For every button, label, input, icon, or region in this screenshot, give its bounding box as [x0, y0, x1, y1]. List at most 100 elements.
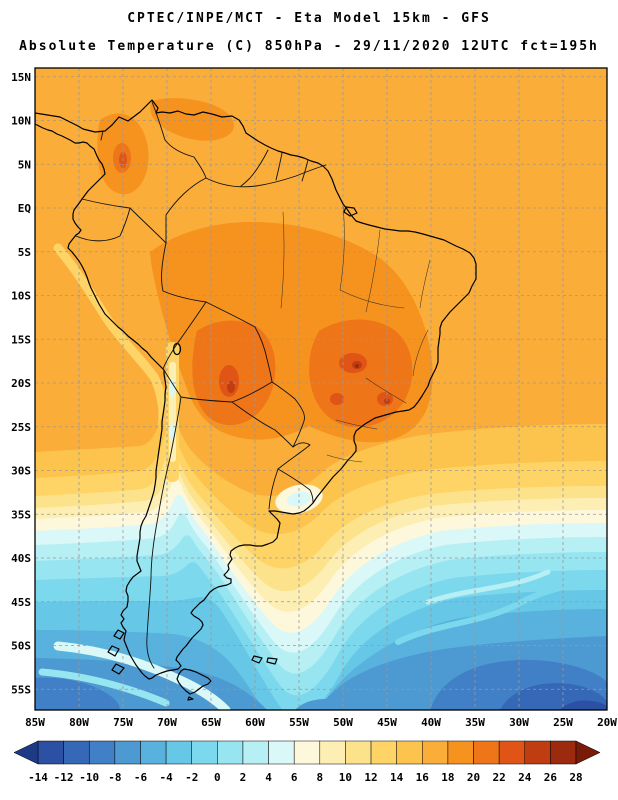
- border-venezuela-guyana: [240, 149, 269, 187]
- lat-label: 50S: [11, 640, 31, 653]
- colorbar-tick: 0: [214, 771, 221, 784]
- colorbar-right-arrow: [575, 740, 601, 765]
- colorbar-tick: 4: [265, 771, 272, 784]
- colorbar-cell: [396, 740, 423, 765]
- state-line: [339, 205, 345, 291]
- lat-label: 30S: [11, 465, 31, 478]
- colorbar-tick: 16: [416, 771, 430, 784]
- state-line: [339, 289, 405, 309]
- lat-label: 35S: [11, 508, 31, 521]
- temp-hotspot-max: [355, 364, 359, 368]
- colorbar-cell: [140, 740, 167, 765]
- colorbar-tick: 20: [467, 771, 480, 784]
- colorbar-cell: [319, 740, 346, 765]
- coastlines-and-borders: [35, 99, 477, 701]
- state-line: [365, 377, 407, 404]
- lon-label: 60W: [245, 716, 265, 729]
- border-uruguay-brazil: [277, 468, 314, 503]
- state-line: [419, 259, 431, 309]
- title-line2: Absolute Temperature (C) 850hPa - 29/11/…: [19, 39, 599, 54]
- border-peru-brazil: [161, 242, 207, 303]
- colorbar-cell: [345, 740, 372, 765]
- border-chile-argentina: [146, 396, 182, 669]
- colorbar-cell: [242, 740, 269, 765]
- lat-label: 45S: [11, 596, 31, 609]
- border-bolivia-paraguay: [231, 381, 273, 403]
- temp-hotspot: [219, 365, 239, 397]
- falkland-islands: [251, 655, 278, 665]
- border-colombia-peru: [129, 207, 167, 244]
- lat-label: 40S: [11, 552, 31, 565]
- colorbar-cell: [524, 740, 551, 765]
- south-america-coastline: [35, 99, 477, 680]
- cape-horn-islets: [187, 696, 194, 701]
- tierra-del-fuego: [176, 668, 212, 695]
- state-line: [335, 419, 378, 430]
- border-paraguay-brazil: [271, 381, 305, 448]
- lat-label: 10N: [11, 115, 31, 128]
- lat-label: 20S: [11, 377, 31, 390]
- colorbar-tick: 28: [569, 771, 582, 784]
- colorbar: -14 -12 -10 -8 -6 -4 -2 0 2 4 6 8 10 12 14 16 18 20 22 24 26…: [13, 740, 601, 784]
- colorbar-tick: 2: [240, 771, 247, 784]
- border-ecuador-peru: [75, 207, 131, 242]
- lon-label: 70W: [157, 716, 177, 729]
- border-colombia-venezuela: [151, 101, 207, 179]
- colorbar-cell: [498, 740, 526, 765]
- colorbar-left-arrow: [13, 740, 39, 765]
- colorbar-tick: 18: [441, 771, 454, 784]
- temp-filament-south-cyan: [38, 668, 170, 707]
- temp-andes-cold-spot: [169, 379, 175, 397]
- border-argentina-uruguay: [268, 468, 279, 510]
- temp-cold-blob-sw: [35, 677, 120, 710]
- colorbar-cell: [268, 740, 295, 765]
- colorbar-cell: [293, 740, 321, 765]
- colorbar-cell: [447, 740, 474, 765]
- lat-label: 55S: [11, 683, 31, 696]
- colorbar-tick: 10: [339, 771, 352, 784]
- border-panama-colombia: [100, 130, 104, 141]
- temp-hotspot-core: [384, 398, 390, 404]
- lon-label: 30W: [509, 716, 529, 729]
- border-colombia-brazil: [165, 177, 207, 244]
- lon-label: 45W: [377, 716, 397, 729]
- colorbar-tick: -14: [28, 771, 48, 784]
- lat-label: 5N: [18, 158, 31, 171]
- colorbar-cell: [473, 740, 500, 765]
- colorbar-tick: 26: [544, 771, 558, 784]
- lat-label: 15S: [11, 333, 31, 346]
- colorbar-tick: 6: [291, 771, 298, 784]
- state-borders: [280, 205, 431, 463]
- lat-label: 5S: [18, 246, 31, 259]
- colorbar-tick: 24: [518, 771, 532, 784]
- border-peru-bolivia: [162, 301, 207, 370]
- lon-label: 65W: [201, 716, 221, 729]
- lon-label: 75W: [113, 716, 133, 729]
- lat-label: 15N: [11, 71, 31, 84]
- chilean-archipelago: [107, 629, 125, 675]
- colorbar-tick: -6: [134, 771, 148, 784]
- colorbar-tick: 8: [316, 771, 323, 784]
- temp-filament-south-pale: [53, 641, 231, 710]
- temp-filament-atlantic-2: [425, 569, 551, 605]
- temp-hotspot: [330, 393, 344, 405]
- state-line: [280, 211, 285, 309]
- colorbar-cell: [550, 740, 577, 765]
- marajo-island: [343, 206, 358, 217]
- colorbar-tick: 14: [390, 771, 404, 784]
- lat-label: 10S: [11, 290, 31, 303]
- colorbar-cell: [191, 740, 218, 765]
- colorbar-cell: [88, 740, 116, 765]
- temp-cold-blob-s: [295, 698, 354, 710]
- colorbar-cell: [422, 740, 449, 765]
- border-suriname-guiana: [301, 159, 309, 182]
- border-colombia-ecuador: [81, 198, 131, 209]
- colorbar-tick: -4: [159, 771, 173, 784]
- state-line: [365, 229, 381, 313]
- colorbar-tick: -10: [79, 771, 99, 784]
- colorbar-tick: 12: [364, 771, 377, 784]
- title-line1: CPTEC/INPE/MCT - Eta Model 15km - GFS: [127, 11, 491, 26]
- lat-label: 25S: [11, 421, 31, 434]
